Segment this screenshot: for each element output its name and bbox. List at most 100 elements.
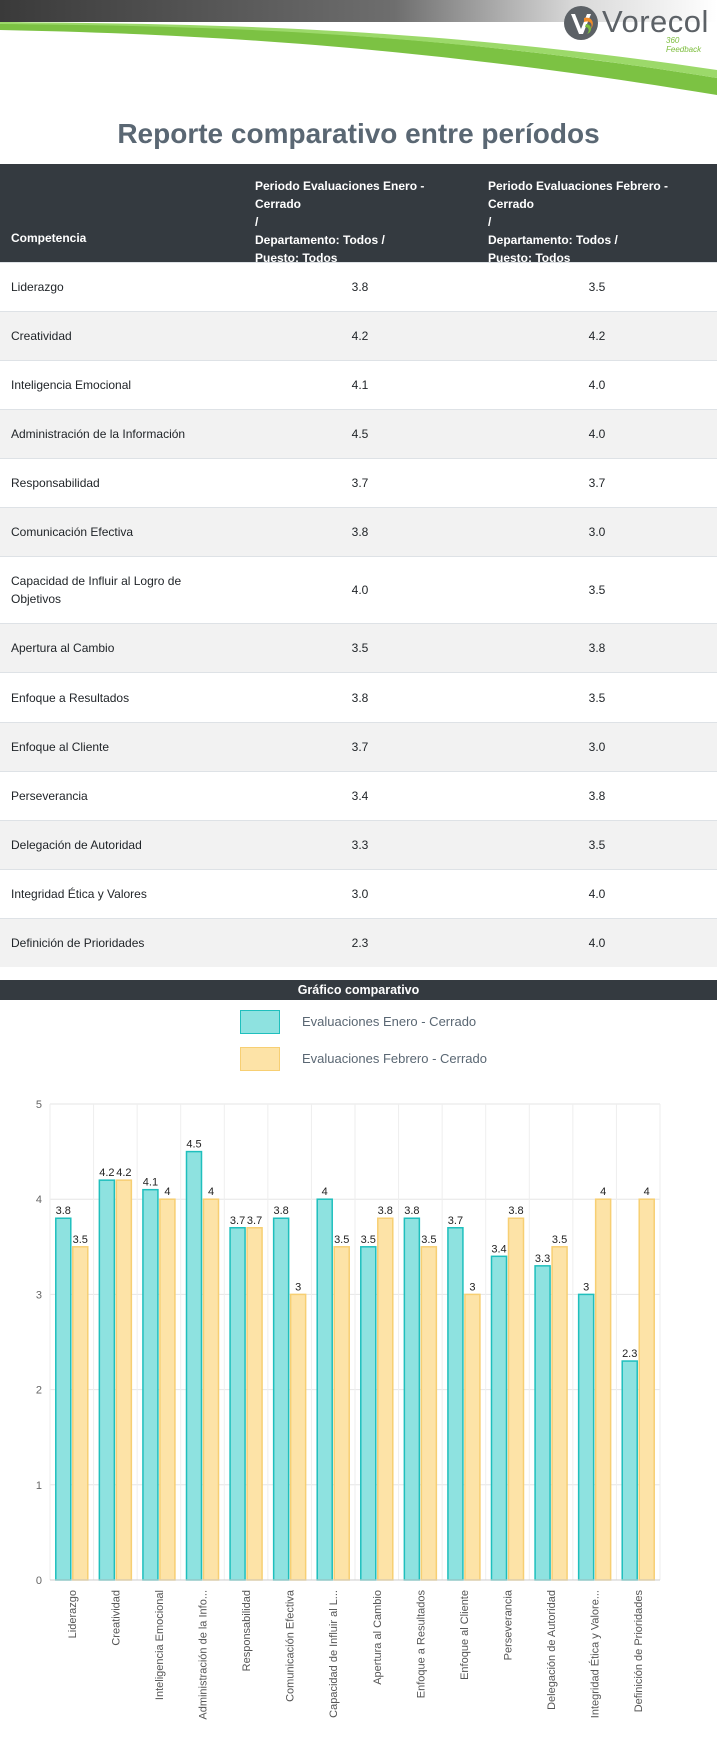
period1-score: 2.3 [351,936,369,950]
x-tick-label: Liderazgo [67,1590,79,1638]
competency-name: Liderazgo [11,280,64,294]
bar-value-label: 4.2 [99,1167,114,1179]
legend-swatch [240,1047,280,1071]
period1-score: 3.7 [351,476,369,490]
table-header: Competencia Periodo Evaluaciones Enero -… [0,164,717,265]
bar-enero [272,1217,290,1581]
period1-score: 3.0 [351,887,369,901]
bar-febrero [159,1198,176,1581]
x-tick-label: Inteligencia Emocional [154,1590,166,1700]
bar-value-label: 2.3 [622,1348,637,1360]
bar-value-label: 3.7 [247,1215,262,1227]
bar-febrero [333,1246,350,1581]
x-tick-label: Creatividad [110,1590,122,1646]
bar-febrero [594,1198,612,1581]
legend-item-enero[interactable]: Evaluaciones Enero - Cerrado [240,1010,480,1036]
period2-score: 4.0 [588,427,606,441]
period1-score: 4.1 [351,378,369,392]
bar-value-label: 3.3 [535,1253,550,1265]
bar-enero [98,1179,116,1581]
period2-score: 3.0 [588,525,606,539]
competency-name: Comunicación Efectiva [11,525,134,539]
vorecol-logo[interactable]: Vorecol 360 Feedback [562,4,712,54]
bar-value-label: 3.5 [552,1234,567,1246]
period1-line: Puesto: Todos [255,251,338,265]
period1-line: Periodo Evaluaciones Enero - Cerrado [255,179,425,211]
period2-line: Puesto: Todos [488,251,571,265]
bar-febrero [638,1198,655,1581]
x-tick-label: Administración de la Info... [198,1590,210,1720]
bar-value-label: 4 [600,1186,606,1198]
y-tick-label: 3 [36,1289,42,1301]
table-row: Creatividad 4.2 4.2 [0,311,717,360]
competency-name: Delegación de Autoridad [11,838,142,852]
period2-score: 4.0 [588,378,606,392]
competency-name: Capacidad de Influir al Logro de Objetiv… [11,574,182,606]
y-tick-label: 5 [36,1099,42,1111]
competency-name: Integridad Ética y Valores [11,887,147,901]
y-tick-label: 0 [36,1575,42,1587]
x-tick-label: Responsabilidad [241,1590,253,1671]
legend-label: Evaluaciones Febrero - Cerrado [302,1051,487,1066]
table-row: Liderazgo 3.8 3.5 [0,262,717,311]
table-row: Enfoque a Resultados 3.8 3.5 [0,672,717,722]
brand-name: Vorecol [602,4,709,39]
bar-value-label: 4 [164,1186,170,1198]
competency-name: Responsabilidad [11,476,100,490]
column-header-competencia: Competencia [11,231,87,245]
bar-enero [403,1217,421,1581]
legend-label: Evaluaciones Enero - Cerrado [302,1014,477,1029]
table-row: Responsabilidad 3.7 3.7 [0,458,717,507]
bar-value-label: 4 [644,1186,650,1198]
y-tick-label: 4 [36,1194,42,1206]
competency-name: Inteligencia Emocional [11,378,132,392]
column-header-period1: Periodo Evaluaciones Enero - Cerrado / D… [255,177,465,267]
bar-value-label: 3.5 [334,1234,349,1246]
bar-value-label: 4.1 [143,1177,158,1189]
table-row: Capacidad de Influir al Logro de Objetiv… [0,556,717,623]
competency-name: Enfoque al Cliente [11,740,110,754]
bar-enero [316,1198,333,1581]
competency-name: Apertura al Cambio [11,641,115,655]
bar-enero [142,1188,159,1581]
period1-score: 3.7 [351,740,369,754]
competency-name: Enfoque a Resultados [11,690,130,705]
period1-line: / [255,215,259,229]
comparison-bar-chart: 0 1 2 3 4 5 3.8 3.5 Liderazgo 4.2 4.2 Creatividad 4.… [36,1099,661,1720]
x-tick-label: Apertura al Cambio [372,1590,384,1685]
x-tick-label: Delegación de Autoridad [546,1590,558,1710]
header-swoosh [0,0,717,95]
logo-mark-icon [564,6,598,40]
period2-score: 4.0 [588,887,606,901]
bar-febrero [420,1246,438,1581]
bar-value-label: 4.5 [186,1139,201,1151]
table-row: Inteligencia Emocional 4.1 4.0 [0,360,717,409]
bar-enero [534,1265,551,1581]
x-tick-label: Definición de Prioridades [633,1590,645,1713]
competency-name: Perseverancia [11,789,88,803]
x-tick-label: Capacidad de Influir al L... [328,1590,340,1718]
competency-name: Definición de Prioridades [11,936,145,950]
bar-value-label: 4 [322,1186,328,1198]
period2-score: 3.7 [588,476,606,490]
bar-value-label: 3.8 [378,1205,393,1217]
bar-febrero [246,1227,263,1581]
table-row: Delegación de Autoridad 3.3 3.5 [0,820,717,869]
bar-enero [490,1255,508,1581]
x-tick-label: Enfoque a Resultados [415,1590,427,1699]
table-row: Apertura al Cambio 3.5 3.8 [0,623,717,672]
period1-score: 3.4 [351,789,369,803]
period1-line: Departamento: Todos / [255,233,385,247]
bar-value-label: 3 [583,1281,589,1293]
bar-value-label: 3 [469,1281,475,1293]
bar-enero [360,1246,377,1581]
period1-score: 3.5 [351,641,369,655]
bar-febrero [507,1217,525,1581]
table-row: Definición de Prioridades 2.3 4.0 [0,918,717,967]
bar-febrero [377,1217,394,1581]
period1-score: 3.8 [351,525,369,539]
bar-value-label: 3.8 [404,1205,419,1217]
legend-item-febrero[interactable]: Evaluaciones Febrero - Cerrado [240,1047,500,1073]
period2-score: 3.0 [588,740,606,754]
bar-febrero [551,1246,568,1581]
